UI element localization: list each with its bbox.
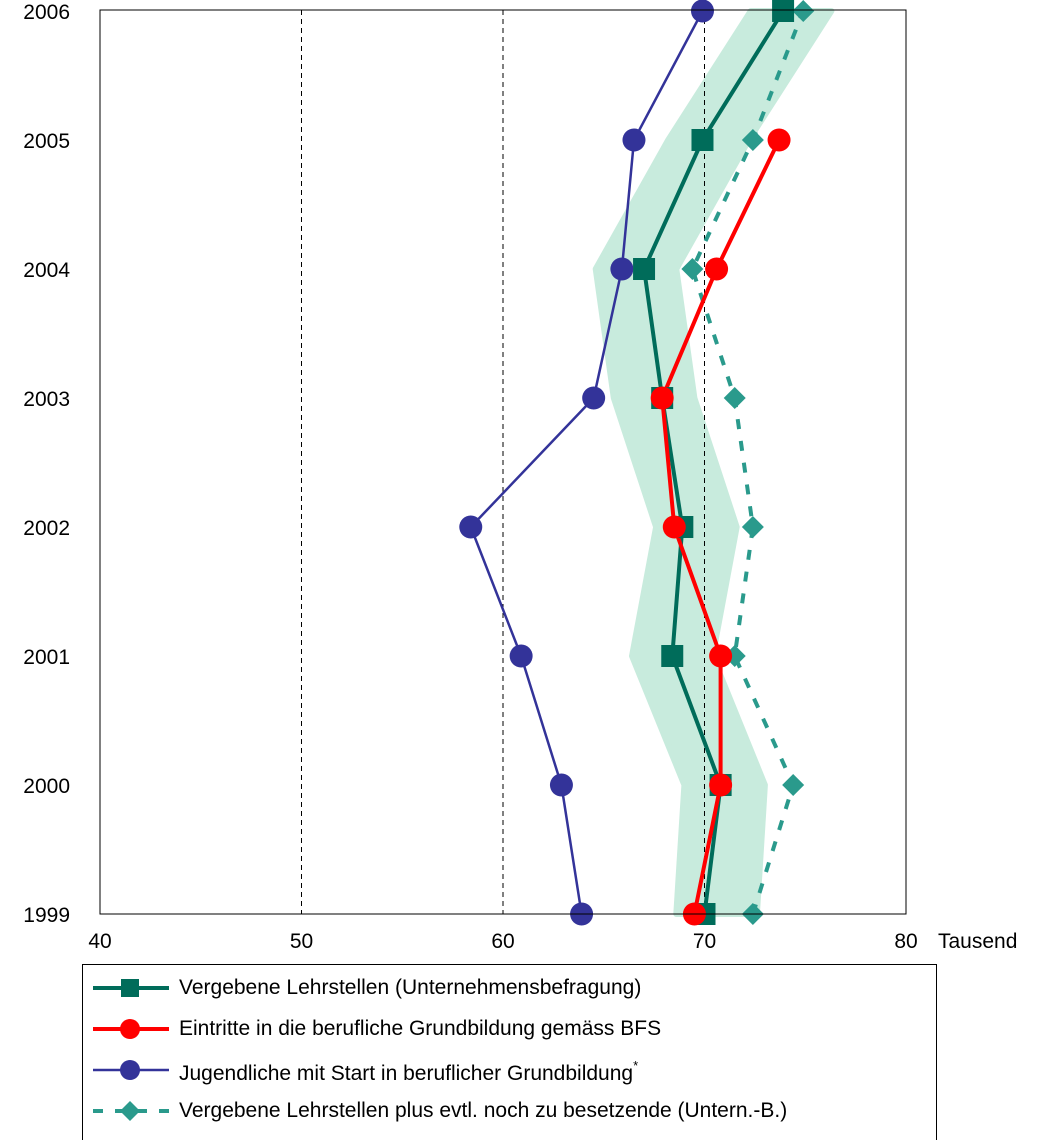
series-line-plus <box>690 10 806 915</box>
y-tick-label-2005: 2005 <box>23 130 70 153</box>
marker-eintritte-2003 <box>650 386 674 410</box>
legend: Vergebene Lehrstellen (Unternehmensbefra… <box>82 964 937 1140</box>
legend-item-plus: Vergebene Lehrstellen plus evtl. noch zu… <box>89 1091 929 1131</box>
confidence-band-area <box>592 8 835 917</box>
x-tick-label-50: 50 <box>290 930 313 953</box>
series-line-vergebene <box>642 9 785 915</box>
legend-item-vergebene: Vergebene Lehrstellen (Unternehmensbefra… <box>89 968 929 1008</box>
series-markers <box>459 0 815 926</box>
y-tick-label-2004: 2004 <box>23 259 70 282</box>
marker-eintritte-2002 <box>662 515 686 539</box>
legend-symbol-vergebene <box>93 979 169 997</box>
marker-plus-2006 <box>792 0 815 22</box>
marker-vergebene-2004 <box>633 258 656 280</box>
marker-plus-2002 <box>741 516 764 538</box>
plot-area-frame <box>99 9 907 915</box>
marker-plus-2000 <box>782 774 805 796</box>
legend-label: Eintritte in die berufliche Grundbildung… <box>179 1017 662 1040</box>
confidence-band <box>592 8 835 917</box>
marker-jugendliche-2001 <box>509 644 533 668</box>
marker-jugendliche-2005 <box>622 128 646 152</box>
legend-label: Vergebene Lehrstellen (Unternehmensbefra… <box>179 976 642 999</box>
marker-jugendliche-2003 <box>582 386 606 410</box>
x-axis-unit-label: Tausend <box>938 930 1017 953</box>
footnote-marker: * <box>633 1058 639 1073</box>
y-tick-label-1999: 1999 <box>23 904 70 927</box>
y-tick-labels: 1999 2000 2001 2002 2003 2004 2005 2006 <box>23 1 70 927</box>
legend-item-jugendliche: Jugendliche mit Start in beruflicher Gru… <box>89 1050 929 1090</box>
y-tick-label-2000: 2000 <box>23 775 70 798</box>
y-tick-label-2003: 2003 <box>23 388 70 411</box>
legend-symbol-jugendliche <box>93 1060 169 1080</box>
x-tick-label-80: 80 <box>894 930 917 953</box>
marker-vergebene-2005 <box>691 129 714 151</box>
legend-label: Vergebene Lehrstellen plus evtl. noch zu… <box>179 1099 788 1122</box>
marker-jugendliche-2000 <box>549 773 573 797</box>
y-tick-label-2002: 2002 <box>23 517 70 540</box>
marker-eintritte-2001 <box>709 644 733 668</box>
marker-jugendliche-2006 <box>690 0 714 23</box>
marker-eintritte-2000 <box>709 773 733 797</box>
legend-item-eintritte: Eintritte in die berufliche Grundbildung… <box>89 1009 929 1049</box>
y-tick-label-2006: 2006 <box>23 1 70 24</box>
marker-plus-2003 <box>723 387 746 409</box>
marker-eintritte-2005 <box>767 128 791 152</box>
x-tick-labels: 40 50 60 70 80 <box>88 930 917 953</box>
legend-label: Jugendliche mit Start in beruflicher Gru… <box>179 1058 639 1085</box>
legend-symbol-plus <box>93 1101 169 1121</box>
marker-jugendliche-2002 <box>459 515 483 539</box>
marker-vergebene-2006 <box>772 0 795 22</box>
marker-plus-2005 <box>741 129 764 151</box>
x-tick-label-60: 60 <box>491 930 514 953</box>
y-tick-label-2001: 2001 <box>23 646 70 669</box>
series-line-jugendliche <box>469 10 704 915</box>
x-tick-label-70: 70 <box>693 930 716 953</box>
marker-plus-2004 <box>681 258 704 280</box>
marker-vergebene-2001 <box>661 645 684 667</box>
legend-symbol-eintritte <box>93 1019 169 1039</box>
marker-jugendliche-2004 <box>610 257 634 281</box>
x-tick-label-40: 40 <box>88 930 111 953</box>
marker-eintritte-2004 <box>705 257 729 281</box>
gridlines <box>301 10 705 914</box>
